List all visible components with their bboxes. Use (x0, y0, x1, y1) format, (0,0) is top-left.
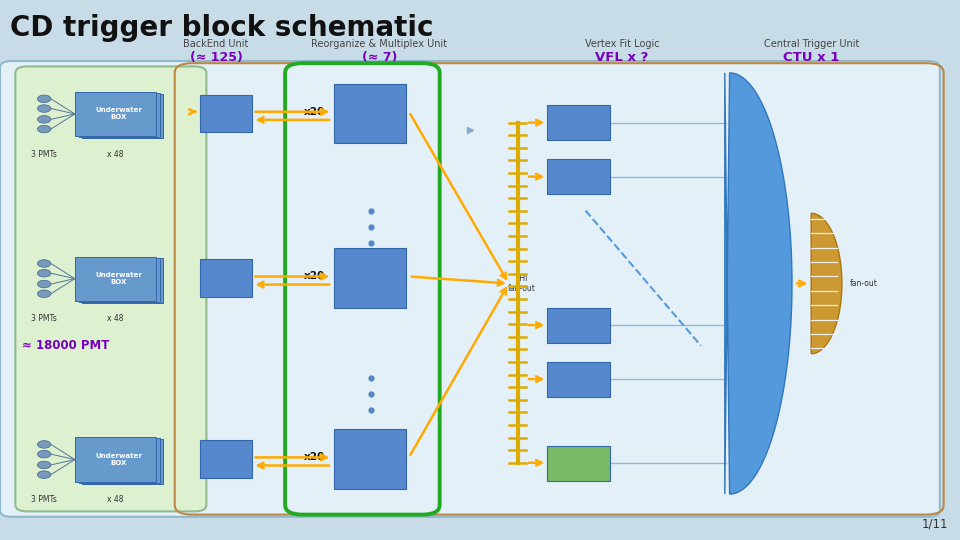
FancyBboxPatch shape (82, 94, 163, 138)
Text: Vertex Fit Logic: Vertex Fit Logic (585, 39, 660, 49)
Text: x 48: x 48 (108, 150, 124, 159)
Text: VFL: VFL (566, 373, 590, 386)
FancyBboxPatch shape (200, 259, 252, 297)
Text: VFL: VFL (566, 319, 590, 332)
FancyBboxPatch shape (82, 259, 163, 302)
Text: FHI
fan-out: FHI fan-out (507, 274, 536, 293)
FancyBboxPatch shape (200, 94, 252, 132)
FancyBboxPatch shape (334, 429, 406, 489)
Text: CD trigger block schematic: CD trigger block schematic (10, 14, 433, 42)
Text: BEC: BEC (213, 453, 239, 465)
Circle shape (37, 95, 51, 103)
Text: BackEnd Unit: BackEnd Unit (183, 39, 249, 49)
Text: RMU: RMU (355, 453, 385, 465)
FancyBboxPatch shape (547, 446, 610, 481)
Text: Underwater
BOX: Underwater BOX (95, 107, 142, 120)
Text: Central Trigger Unit: Central Trigger Unit (763, 39, 859, 49)
Text: Underwater
BOX: Underwater BOX (95, 453, 142, 466)
FancyBboxPatch shape (75, 256, 156, 301)
Text: CTU: CTU (728, 279, 751, 288)
FancyBboxPatch shape (15, 66, 206, 511)
Circle shape (37, 125, 51, 133)
Text: BEC: BEC (213, 272, 239, 285)
Text: 1/11: 1/11 (922, 517, 948, 530)
Text: VFL: VFL (566, 170, 590, 184)
FancyBboxPatch shape (75, 92, 156, 136)
Polygon shape (811, 213, 842, 354)
FancyBboxPatch shape (79, 438, 160, 483)
FancyBboxPatch shape (334, 248, 406, 308)
FancyBboxPatch shape (200, 440, 252, 478)
Polygon shape (725, 73, 792, 494)
FancyBboxPatch shape (0, 61, 940, 517)
Text: CTU x 1: CTU x 1 (783, 51, 839, 64)
Text: 3 PMTs: 3 PMTs (32, 314, 57, 323)
Circle shape (37, 105, 51, 112)
FancyBboxPatch shape (79, 93, 160, 137)
FancyBboxPatch shape (334, 84, 406, 143)
Text: RMU: RMU (355, 272, 385, 285)
Text: VFL: VFL (566, 116, 590, 130)
Text: x20: x20 (304, 272, 325, 281)
FancyBboxPatch shape (82, 440, 163, 484)
Text: Underwater
BOX: Underwater BOX (95, 272, 142, 285)
Text: 3 PMTs: 3 PMTs (32, 150, 57, 159)
Text: x 48: x 48 (108, 314, 124, 323)
Text: x 48: x 48 (108, 495, 124, 504)
Text: Reorganize & Multiplex Unit: Reorganize & Multiplex Unit (311, 39, 447, 49)
Text: VFL x ?: VFL x ? (595, 51, 649, 64)
Circle shape (37, 280, 51, 288)
Text: (≈ 125): (≈ 125) (189, 51, 243, 64)
Text: BEC: BEC (213, 107, 239, 120)
Text: x20: x20 (304, 107, 325, 117)
FancyBboxPatch shape (547, 105, 610, 140)
Circle shape (37, 290, 51, 298)
Circle shape (37, 260, 51, 267)
FancyBboxPatch shape (547, 308, 610, 343)
Text: 3 PMTs: 3 PMTs (32, 495, 57, 504)
FancyBboxPatch shape (547, 362, 610, 397)
Text: nHit: nHit (564, 456, 592, 470)
Text: fan-out: fan-out (850, 279, 877, 288)
Circle shape (37, 441, 51, 448)
Circle shape (37, 269, 51, 277)
FancyBboxPatch shape (75, 437, 156, 482)
Circle shape (37, 116, 51, 123)
FancyBboxPatch shape (79, 258, 160, 302)
FancyBboxPatch shape (547, 159, 610, 194)
Text: (≈ 7): (≈ 7) (362, 51, 396, 64)
Circle shape (37, 471, 51, 478)
Text: ≈ 18000 PMT: ≈ 18000 PMT (21, 339, 109, 352)
Text: RMU: RMU (355, 107, 385, 120)
Text: x20: x20 (304, 453, 325, 462)
Circle shape (37, 461, 51, 469)
Circle shape (37, 450, 51, 458)
